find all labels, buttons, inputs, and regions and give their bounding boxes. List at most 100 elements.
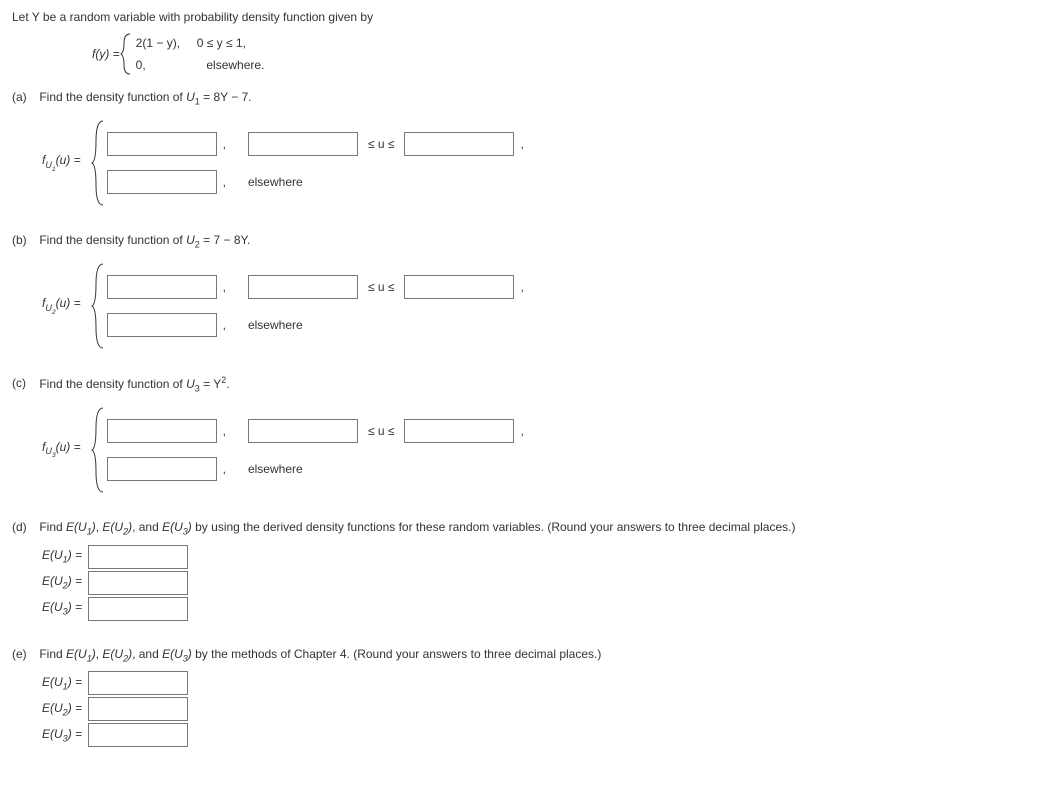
- c-prompt-post-suf: .: [226, 377, 229, 391]
- c-elsewhere-text: elsewhere: [248, 460, 303, 478]
- c-prompt-var: U: [186, 377, 195, 391]
- e-eu3-input[interactable]: [88, 723, 188, 747]
- b-flabel-post: (u) =: [56, 296, 81, 310]
- d-eu3-input[interactable]: [88, 597, 188, 621]
- c-flabel-post: (u) =: [56, 440, 81, 454]
- a-range-text: ≤ u ≤: [368, 135, 395, 153]
- d-sep2: , and: [132, 520, 162, 534]
- brace-icon: [120, 32, 134, 76]
- d-eu2-input[interactable]: [88, 571, 188, 595]
- c-comma3: ,: [223, 460, 226, 478]
- e-r3-post: ) =: [68, 727, 82, 741]
- fy-row1-expr: 2(1 − y),: [136, 36, 180, 50]
- intro-span: Let Y be a random variable with probabil…: [12, 10, 373, 24]
- c-range-lo-input[interactable]: [248, 419, 358, 443]
- c-range-text: ≤ u ≤: [368, 422, 395, 440]
- b-range-text: ≤ u ≤: [368, 278, 395, 296]
- a-range-hi-input[interactable]: [404, 132, 514, 156]
- d-r3-post: ) =: [68, 600, 82, 614]
- e-e1-pre: E(U: [66, 647, 87, 661]
- c-comma1: ,: [223, 422, 226, 440]
- d-r1-post: ) =: [68, 548, 82, 562]
- a-prompt-post: = 8Y − 7.: [200, 90, 252, 104]
- brace-icon: [91, 406, 107, 494]
- part-a-prompt: Find the density function of U1 = 8Y − 7…: [39, 90, 251, 104]
- part-e-prompt: Find E(U1), E(U2), and E(U3) by the meth…: [39, 647, 601, 661]
- fy-row2-cond: elsewhere.: [206, 58, 264, 72]
- c-prompt-post-pre: = Y: [200, 377, 221, 391]
- part-c-label: (c): [12, 374, 36, 392]
- e-row3-lhs: E(U3) =: [42, 725, 82, 746]
- d-e2-pre: E(U: [102, 520, 123, 534]
- e-r1-post: ) =: [68, 675, 82, 689]
- b-comma1: ,: [223, 278, 226, 296]
- b-range-lo-input[interactable]: [248, 275, 358, 299]
- a-elsewhere-text: elsewhere: [248, 173, 303, 191]
- d-row1-lhs: E(U1) =: [42, 546, 82, 567]
- a-expr-input[interactable]: [107, 132, 217, 156]
- d-row2-lhs: E(U2) =: [42, 572, 82, 593]
- e-row1-lhs: E(U1) =: [42, 673, 82, 694]
- a-comma1: ,: [223, 135, 226, 153]
- e-sep2: , and: [132, 647, 162, 661]
- a-f-label: fU1(u) =: [42, 151, 81, 174]
- part-b-prompt: Find the density function of U2 = 7 − 8Y…: [39, 233, 250, 247]
- a-comma2: ,: [520, 135, 523, 153]
- c-range-hi-input[interactable]: [404, 419, 514, 443]
- part-e-label: (e): [12, 645, 36, 663]
- b-f-label: fU2(u) =: [42, 294, 81, 317]
- e-r1-pre: E(U: [42, 675, 63, 689]
- d-e1-pre: E(U: [66, 520, 87, 534]
- c-elsewhere-expr-input[interactable]: [107, 457, 217, 481]
- part-d-prompt: Find E(U1), E(U2), and E(U3) by using th…: [39, 520, 795, 534]
- e-prompt-pre: Find: [39, 647, 66, 661]
- e-e2-pre: E(U: [102, 647, 123, 661]
- d-eu1-input[interactable]: [88, 545, 188, 569]
- b-comma3: ,: [223, 316, 226, 334]
- e-r2-post: ) =: [68, 701, 82, 715]
- d-row3-lhs: E(U3) =: [42, 598, 82, 619]
- c-f-label: fU3(u) =: [42, 438, 81, 461]
- a-prompt-pre: Find the density function of: [39, 90, 186, 104]
- brace-icon: [91, 262, 107, 350]
- b-range-hi-input[interactable]: [404, 275, 514, 299]
- c-expr-input[interactable]: [107, 419, 217, 443]
- part-b-label: (b): [12, 231, 36, 249]
- d-prompt-pre: Find: [39, 520, 66, 534]
- a-comma3: ,: [223, 173, 226, 191]
- part-d-label: (d): [12, 518, 36, 536]
- b-prompt-post: = 7 − 8Y.: [200, 233, 251, 247]
- e-r2-pre: E(U: [42, 701, 63, 715]
- part-a-label: (a): [12, 88, 36, 106]
- d-r1-pre: E(U: [42, 548, 63, 562]
- fy-row2-expr: 0,: [136, 58, 146, 72]
- b-elsewhere-text: elsewhere: [248, 316, 303, 334]
- b-prompt-pre: Find the density function of: [39, 233, 186, 247]
- fy-lhs: f(y) =: [92, 45, 120, 63]
- e-eu1-input[interactable]: [88, 671, 188, 695]
- d-r2-pre: E(U: [42, 574, 63, 588]
- fy-definition: f(y) = 2(1 − y), 0 ≤ y ≤ 1, 0, elsewhere…: [92, 32, 1034, 76]
- d-prompt-post: by using the derived density functions f…: [192, 520, 796, 534]
- e-r3-pre: E(U: [42, 727, 63, 741]
- brace-icon: [91, 119, 107, 207]
- d-r2-post: ) =: [68, 574, 82, 588]
- b-comma2: ,: [520, 278, 523, 296]
- b-expr-input[interactable]: [107, 275, 217, 299]
- e-e3-pre: E(U: [162, 647, 183, 661]
- c-comma2: ,: [520, 422, 523, 440]
- d-e3-pre: E(U: [162, 520, 183, 534]
- e-prompt-post: by the methods of Chapter 4. (Round your…: [192, 647, 602, 661]
- a-range-lo-input[interactable]: [248, 132, 358, 156]
- part-c-prompt: Find the density function of U3 = Y2.: [39, 377, 229, 391]
- e-eu2-input[interactable]: [88, 697, 188, 721]
- c-prompt-pre: Find the density function of: [39, 377, 186, 391]
- a-flabel-post: (u) =: [56, 153, 81, 167]
- intro-text: Let Y be a random variable with probabil…: [12, 8, 1034, 26]
- b-elsewhere-expr-input[interactable]: [107, 313, 217, 337]
- fy-row1-cond: 0 ≤ y ≤ 1,: [197, 36, 246, 50]
- a-elsewhere-expr-input[interactable]: [107, 170, 217, 194]
- a-prompt-var: U: [186, 90, 195, 104]
- e-row2-lhs: E(U2) =: [42, 699, 82, 720]
- d-r3-pre: E(U: [42, 600, 63, 614]
